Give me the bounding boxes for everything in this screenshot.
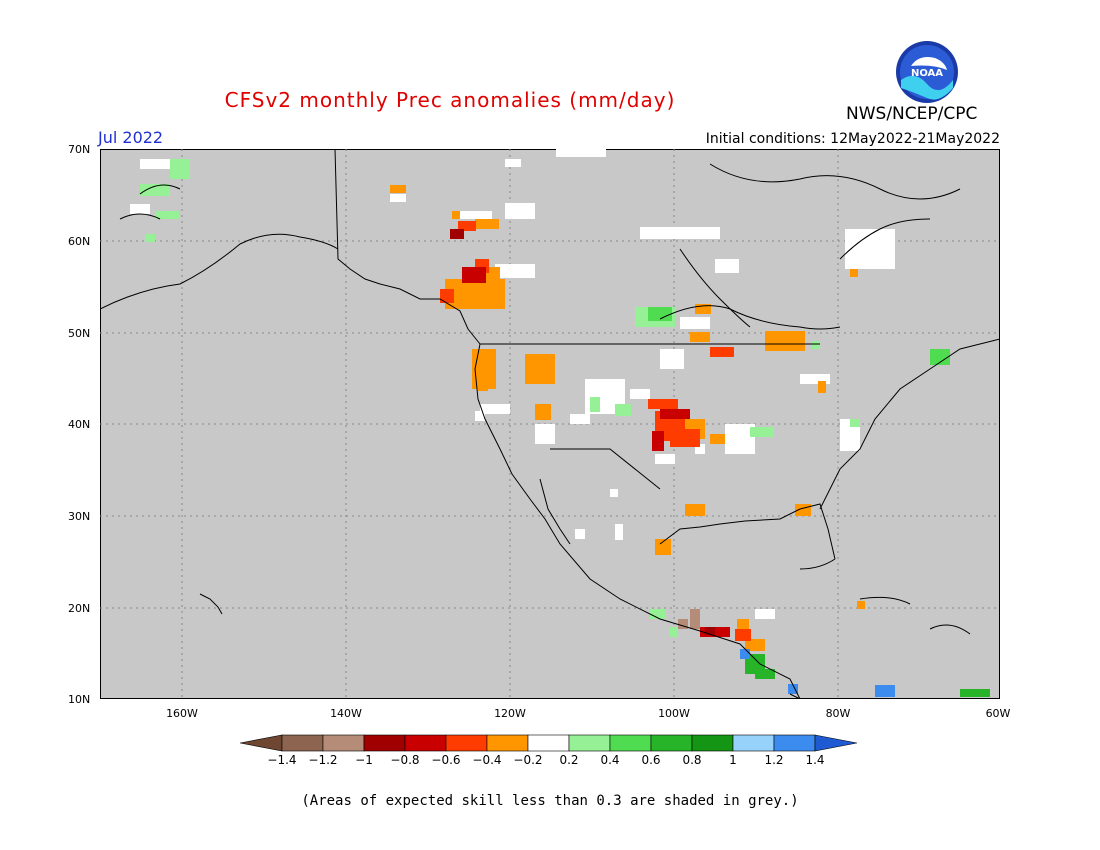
precip-anomaly-map [100, 149, 1000, 699]
initial-conditions: Initial conditions: 12May2022-21May2022 [705, 131, 1000, 147]
lat-label: 60N [68, 235, 91, 248]
colorbar-label: 1.2 [764, 753, 784, 767]
lat-label: 20N [68, 602, 91, 615]
anomaly-cells [130, 149, 990, 697]
lon-label: 140W [330, 707, 362, 720]
colorbar-swatch [322, 734, 365, 752]
svg-text:NOAA: NOAA [911, 68, 943, 79]
lon-label: 120W [494, 707, 526, 720]
colorbar-swatch [814, 734, 858, 752]
colorbar-label: 0.6 [641, 753, 661, 767]
lon-label: 60W [985, 707, 1011, 720]
coastlines [100, 149, 1000, 699]
colorbar-label: −0.4 [472, 753, 502, 767]
lat-label: 30N [68, 510, 91, 523]
colorbar-swatch [568, 734, 611, 752]
colorbar-label: 1.4 [805, 753, 825, 767]
lon-label: 160W [166, 707, 198, 720]
colorbar [240, 734, 858, 752]
colorbar-label: −0.8 [390, 753, 420, 767]
lat-label: 40N [68, 418, 91, 431]
chart-title: CFSv2 monthly Prec anomalies (mm/day) [224, 88, 676, 112]
colorbar-label: −1.2 [308, 753, 338, 767]
colorbar-label: 1 [729, 753, 737, 767]
colorbar-swatch [445, 734, 488, 752]
colorbar-swatch [240, 734, 283, 752]
noaa-logo-icon: NOAA [896, 41, 958, 103]
colorbar-swatch [281, 734, 324, 752]
colorbar-label: 0.4 [600, 753, 620, 767]
colorbar-swatch [527, 734, 570, 752]
colorbar-swatch [609, 734, 652, 752]
colorbar-swatch [691, 734, 734, 752]
colorbar-label: 0.2 [559, 753, 579, 767]
lat-label: 50N [68, 327, 91, 340]
colorbar-label: −1 [355, 753, 373, 767]
colorbar-swatch [732, 734, 775, 752]
colorbar-label: −0.6 [431, 753, 461, 767]
colorbar-swatch [650, 734, 693, 752]
lon-label: 100W [658, 707, 690, 720]
lon-label: 80W [825, 707, 851, 720]
colorbar-swatch [773, 734, 816, 752]
agency-label: NWS/NCEP/CPC [846, 104, 978, 124]
colorbar-swatch [486, 734, 529, 752]
lat-label: 10N [68, 693, 91, 706]
lat-label: 70N [68, 143, 91, 156]
skill-footnote: (Areas of expected skill less than 0.3 a… [301, 793, 799, 809]
colorbar-label: −1.4 [267, 753, 297, 767]
forecast-month: Jul 2022 [98, 128, 164, 147]
colorbar-swatch [404, 734, 447, 752]
colorbar-label: 0.8 [682, 753, 702, 767]
colorbar-swatch [363, 734, 406, 752]
colorbar-label: −0.2 [513, 753, 543, 767]
